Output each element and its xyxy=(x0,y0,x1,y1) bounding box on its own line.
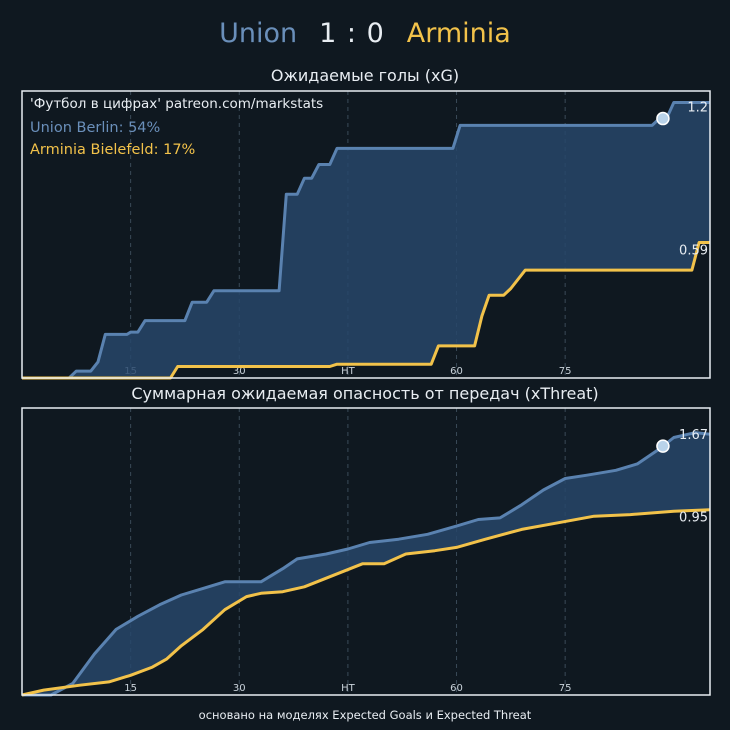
xthreat-home-line xyxy=(22,431,711,697)
away-team-name: Arminia xyxy=(406,18,511,49)
xg-away-line xyxy=(22,241,710,380)
xg-home-probability: Union Berlin: 54% xyxy=(30,120,160,136)
xg-away-end-label: 0.59 xyxy=(679,244,708,259)
xthreat-x-tick-label: 75 xyxy=(559,683,572,694)
xthreat-home-end-label: 1.67 xyxy=(679,428,708,443)
xthreat-away-end-label: 0.95 xyxy=(679,511,708,526)
xthreat-chart-title: Суммарная ожидаемая опасность от передач… xyxy=(131,384,599,403)
xthreat-chart: 15 30 HT 60 75 1.67 0.95 xyxy=(21,407,711,697)
xg-x-tick-label: 30 xyxy=(233,366,246,377)
xg-home-end-marker xyxy=(656,111,670,126)
xthreat-home-end-marker xyxy=(656,439,670,453)
xg-chart-title: Ожидаемые голы (xG) xyxy=(270,66,460,85)
xthreat-x-tick-label: HT xyxy=(341,683,356,694)
xthreat-away-line xyxy=(21,508,711,697)
xthreat-x-tick-label: 30 xyxy=(233,683,246,694)
match-score: 1 : 0 xyxy=(319,18,385,49)
match-header: Union 1 : 0 Arminia xyxy=(0,14,730,54)
xg-home-end-label: 1.2 xyxy=(687,101,708,116)
xg-x-tick-label: 75 xyxy=(559,366,572,377)
footer-note: основано на моделях Expected Goals и Exp… xyxy=(198,708,532,722)
home-team-name: Union xyxy=(219,18,298,49)
xg-x-tick-label: 60 xyxy=(450,366,463,377)
xg-x-tick-label: HT xyxy=(341,366,356,377)
xg-credit-annotation: 'Футбол в цифрах' patreon.com/markstats xyxy=(30,96,323,112)
xthreat-plot-frame xyxy=(21,407,711,696)
xg-home-line xyxy=(22,101,710,380)
xthreat-x-tick-label: 60 xyxy=(450,683,463,694)
xg-away-probability: Arminia Bielefeld: 17% xyxy=(30,142,195,158)
xg-difference-area xyxy=(22,102,710,378)
xthreat-x-tick-label: 15 xyxy=(124,683,137,694)
xg-plot-frame xyxy=(21,90,711,379)
